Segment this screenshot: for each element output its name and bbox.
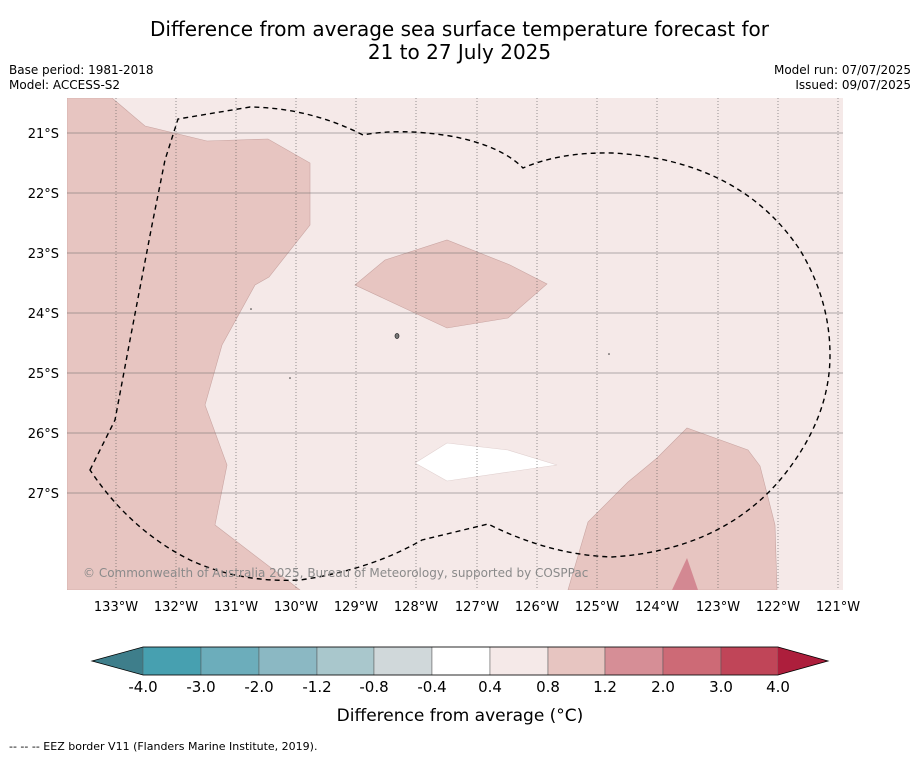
colorbar-segment bbox=[547, 646, 606, 676]
model-name: Model: ACCESS-S2 bbox=[9, 78, 121, 92]
eez-border bbox=[89, 106, 831, 582]
lon-label: 125°W bbox=[575, 600, 619, 615]
colorbar: -4.0 -3.0 -2.0 -1.2 -0.8 -0.4 0.4 0.8 1.… bbox=[90, 646, 830, 726]
colorbar-segment bbox=[662, 646, 722, 676]
colorbar-tick-label: -1.2 bbox=[302, 678, 331, 696]
colorbar-tick-label: 0.4 bbox=[478, 678, 502, 696]
colorbar-tick-label: 2.0 bbox=[651, 678, 675, 696]
colorbar-tick-label: -0.8 bbox=[359, 678, 388, 696]
meta-left: Base period: 1981-2018 Model: ACCESS-S2 bbox=[9, 63, 154, 93]
colorbar-tick-label: 0.8 bbox=[536, 678, 560, 696]
colorbar-segment bbox=[200, 646, 260, 676]
issued-date: Issued: 09/07/2025 bbox=[795, 78, 911, 92]
title-line-1: Difference from average sea surface temp… bbox=[149, 17, 769, 41]
copyright-notice: © Commonwealth of Australia 2025, Bureau… bbox=[83, 566, 588, 580]
colorbar-extend-high bbox=[778, 647, 828, 675]
colorbar-segment bbox=[373, 646, 433, 676]
colorbar-segment bbox=[489, 646, 549, 676]
lat-label: 23°S bbox=[28, 247, 59, 262]
anomaly-region-center bbox=[354, 239, 548, 329]
island-marker bbox=[289, 377, 291, 379]
lat-label: 25°S bbox=[28, 367, 59, 382]
lon-label: 130°W bbox=[274, 600, 318, 615]
lat-label: 24°S bbox=[28, 307, 59, 322]
graticule bbox=[67, 98, 843, 590]
lon-label: 121°W bbox=[816, 600, 860, 615]
meta-right: Model run: 07/07/2025 Issued: 09/07/2025 bbox=[774, 63, 911, 93]
lon-label: 131°W bbox=[214, 600, 258, 615]
colorbar-title: Difference from average (°C) bbox=[337, 706, 584, 726]
colorbar-segment bbox=[604, 646, 664, 676]
lat-label: 26°S bbox=[28, 427, 59, 442]
map-title: Difference from average sea surface temp… bbox=[0, 18, 919, 64]
colorbar-tick-label: 1.2 bbox=[593, 678, 617, 696]
anomaly-region-west bbox=[67, 98, 311, 590]
lon-label: 123°W bbox=[696, 600, 740, 615]
colorbar-tick-label: -0.4 bbox=[417, 678, 446, 696]
map-area: © Commonwealth of Australia 2025, Bureau… bbox=[67, 98, 843, 590]
title-line-2: 21 to 27 July 2025 bbox=[367, 40, 552, 64]
colorbar-segment bbox=[258, 646, 318, 676]
lon-label: 129°W bbox=[334, 600, 378, 615]
colorbar-tick-label: 3.0 bbox=[709, 678, 733, 696]
base-period: Base period: 1981-2018 bbox=[9, 63, 154, 77]
anomaly-region-southeast bbox=[567, 427, 778, 590]
lon-label: 126°W bbox=[515, 600, 559, 615]
eez-footnote: -- -- -- EEZ border V11 (Flanders Marine… bbox=[9, 740, 318, 753]
island-marker bbox=[250, 308, 252, 310]
colorbar-segment bbox=[431, 646, 491, 676]
colorbar-tick-label: -3.0 bbox=[186, 678, 215, 696]
longitude-labels: 133°W 132°W 131°W 130°W 129°W 128°W 127°… bbox=[94, 600, 860, 615]
lat-label: 22°S bbox=[28, 187, 59, 202]
lon-label: 133°W bbox=[94, 600, 138, 615]
lon-label: 122°W bbox=[756, 600, 800, 615]
near-average-region bbox=[414, 442, 558, 482]
colorbar-tick-label: -2.0 bbox=[244, 678, 273, 696]
model-run: Model run: 07/07/2025 bbox=[773, 63, 911, 77]
colorbar-segment bbox=[316, 646, 375, 676]
lon-label: 128°W bbox=[394, 600, 438, 615]
lat-label: 27°S bbox=[28, 487, 59, 502]
colorbar-segment bbox=[142, 646, 202, 676]
colorbar-outline bbox=[90, 646, 830, 676]
colorbar-extend-low bbox=[92, 647, 143, 675]
lon-label: 132°W bbox=[154, 600, 198, 615]
island-marker bbox=[608, 353, 610, 355]
island-marker bbox=[394, 333, 400, 339]
lon-label: 127°W bbox=[455, 600, 499, 615]
anomaly-region-strong bbox=[672, 558, 698, 590]
lon-label: 124°W bbox=[635, 600, 679, 615]
colorbar-tick-label: 4.0 bbox=[766, 678, 790, 696]
latitude-labels: 21°S 22°S 23°S 24°S 25°S 26°S 27°S bbox=[28, 127, 59, 502]
colorbar-segment bbox=[720, 646, 779, 676]
lat-label: 21°S bbox=[28, 127, 59, 142]
colorbar-tick-label: -4.0 bbox=[128, 678, 157, 696]
